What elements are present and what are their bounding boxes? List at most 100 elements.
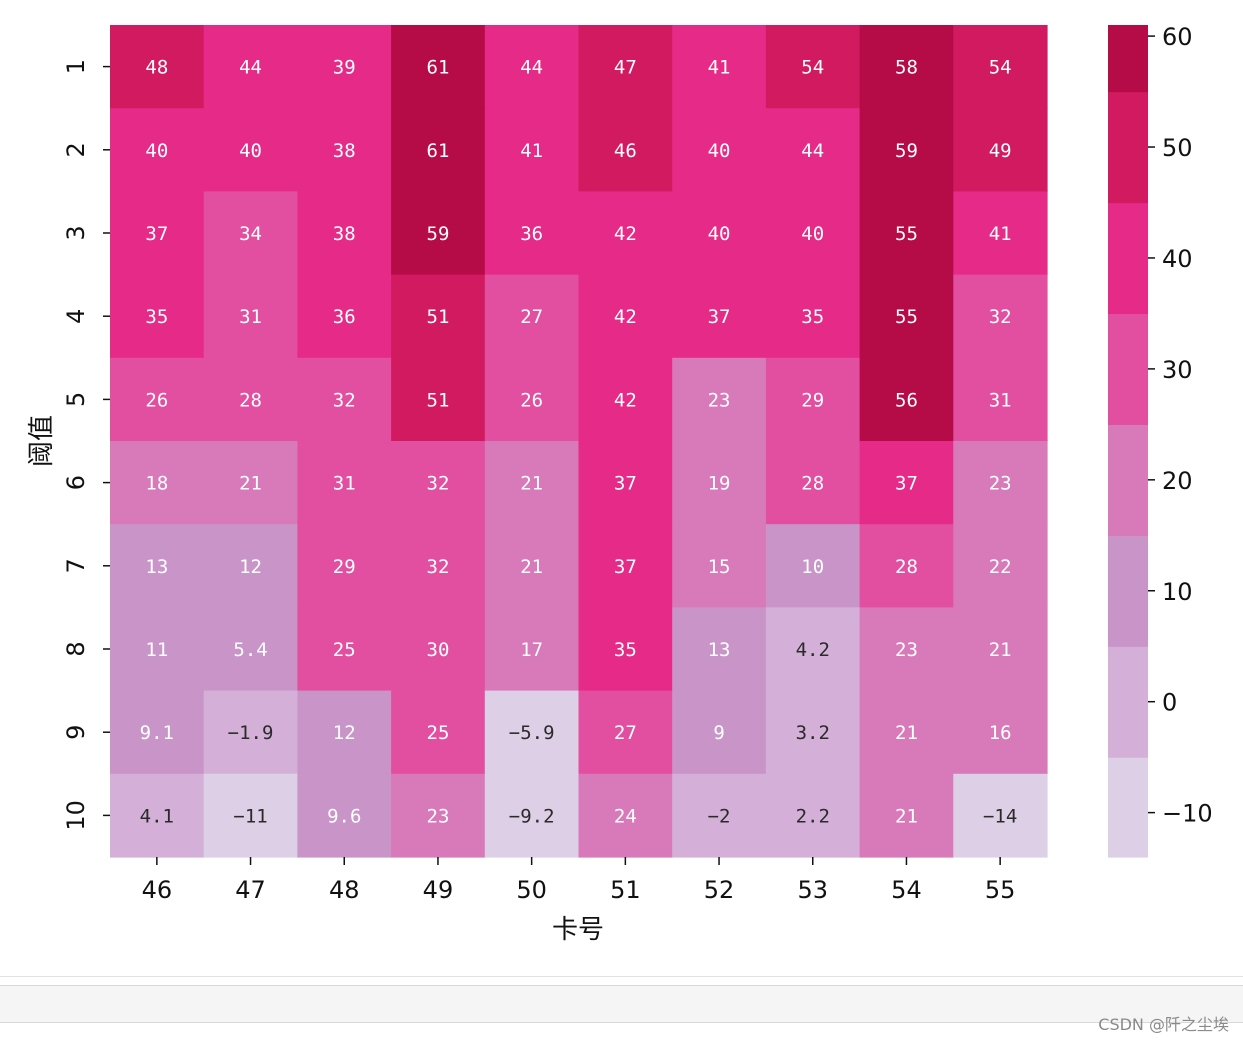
heatmap-cell — [110, 441, 205, 525]
cell-value-label: 23 — [989, 473, 1012, 495]
heatmap-cell — [391, 357, 486, 442]
cell-value-label: 26 — [520, 389, 543, 411]
heatmap-cell — [672, 607, 767, 692]
cell-value-label: 12 — [333, 722, 356, 744]
x-tick-label: 55 — [985, 876, 1016, 904]
heatmap-cell — [110, 108, 205, 192]
cell-value-label: 18 — [145, 473, 168, 495]
cell-value-label: 38 — [333, 223, 356, 245]
x-axis-title: 卡号 — [552, 915, 604, 945]
heatmap-cell — [484, 191, 580, 276]
heatmap-cell — [859, 607, 954, 692]
heatmap-cell — [765, 524, 861, 608]
cell-value-label: 39 — [333, 57, 356, 79]
colorbar-tick-label: 60 — [1162, 23, 1193, 51]
heatmap-cell — [953, 108, 1048, 192]
colorbar-segment — [1108, 202, 1148, 315]
cell-value-label: 29 — [801, 389, 824, 411]
colorbar-tick-label: 20 — [1162, 467, 1193, 495]
cell-value-label: 21 — [895, 722, 918, 744]
cell-value-label: 4.2 — [796, 639, 830, 661]
cell-value-label: −1.9 — [228, 722, 274, 744]
heatmap-cell — [578, 191, 673, 276]
cell-value-label: 32 — [989, 306, 1012, 328]
cell-value-label: 30 — [427, 639, 450, 661]
cell-value-label: 56 — [895, 389, 918, 411]
cell-value-label: 41 — [989, 223, 1012, 245]
heatmap-cell — [765, 607, 861, 692]
heatmap-cell — [578, 773, 673, 858]
cell-value-label: 12 — [239, 556, 262, 578]
cell-value-label: 15 — [708, 556, 731, 578]
cell-value-label: 41 — [520, 140, 543, 162]
x-tick-label: 49 — [423, 876, 454, 904]
cell-value-label: 22 — [989, 556, 1012, 578]
x-tick-label: 46 — [142, 876, 173, 904]
colorbar-segment — [1108, 757, 1148, 858]
cell-value-label: 17 — [520, 639, 543, 661]
y-tick-label: 6 — [62, 475, 90, 490]
y-tick-label: 5 — [62, 392, 90, 407]
cell-value-label: 13 — [708, 639, 731, 661]
cell-value-label: 21 — [520, 473, 543, 495]
heatmap-cell — [578, 524, 673, 608]
cell-value-label: 54 — [801, 57, 824, 79]
heatmap-cell — [484, 25, 580, 109]
heatmap-cell — [953, 607, 1048, 692]
cell-value-label: 40 — [708, 140, 731, 162]
cell-value-label: 21 — [239, 473, 262, 495]
cell-value-label: 41 — [708, 57, 731, 79]
colorbar-segment — [1108, 313, 1148, 425]
cell-value-label: 9.6 — [327, 805, 361, 827]
heatmap-cell — [484, 357, 580, 442]
y-axis-title: 阈值 — [27, 415, 57, 467]
heatmap-cell — [203, 274, 298, 359]
cell-value-label: 35 — [145, 306, 168, 328]
heatmap-cell — [765, 357, 861, 442]
heatmap-cell — [110, 773, 205, 858]
cell-value-label: 44 — [801, 140, 824, 162]
cell-value-label: 44 — [239, 57, 262, 79]
y-tick-label: 1 — [62, 59, 90, 74]
heatmap-cell — [578, 607, 673, 692]
cell-value-label: 9.1 — [140, 722, 174, 744]
heatmap-cell — [672, 191, 767, 276]
heatmap-cell — [391, 524, 486, 608]
heatmap-cell — [203, 441, 298, 525]
heatmap-cell — [484, 607, 580, 692]
heatmap-cell — [578, 441, 673, 525]
cell-value-label: 42 — [614, 306, 637, 328]
heatmap-cell — [765, 274, 861, 359]
cell-value-label: 55 — [895, 306, 918, 328]
cell-value-label: 2.2 — [796, 805, 830, 827]
cell-value-label: −5.9 — [509, 722, 555, 744]
cell-value-label: 38 — [333, 140, 356, 162]
colorbar-segment — [1108, 535, 1148, 647]
heatmap-cell — [859, 690, 954, 775]
x-tick-label: 48 — [329, 876, 360, 904]
heatmap-cell — [391, 108, 486, 192]
colorbar-segment — [1108, 25, 1148, 93]
heatmap-cell — [578, 274, 673, 359]
cell-value-label: 55 — [895, 223, 918, 245]
heatmap-cell — [578, 690, 673, 775]
heatmap-cell — [953, 773, 1048, 858]
heatmap-cell — [297, 357, 392, 442]
cell-value-label: 28 — [239, 389, 262, 411]
x-tick-label: 53 — [797, 876, 828, 904]
heatmap-cell — [953, 25, 1048, 109]
cell-value-label: 32 — [427, 473, 450, 495]
heatmap-cell — [297, 108, 392, 192]
colorbar-segment — [1108, 91, 1148, 204]
colorbar-tick-label: −10 — [1162, 800, 1213, 828]
cell-value-label: 21 — [989, 639, 1012, 661]
colorbar-tick-label: 40 — [1162, 245, 1193, 273]
heatmap-cell — [859, 524, 954, 608]
cell-value-label: 49 — [989, 140, 1012, 162]
y-tick-label: 8 — [62, 641, 90, 656]
heatmap-cell — [297, 690, 392, 775]
cell-value-label: 23 — [708, 389, 731, 411]
cell-value-label: 51 — [427, 306, 450, 328]
cell-value-label: 31 — [333, 473, 356, 495]
heatmap-cell — [672, 357, 767, 442]
